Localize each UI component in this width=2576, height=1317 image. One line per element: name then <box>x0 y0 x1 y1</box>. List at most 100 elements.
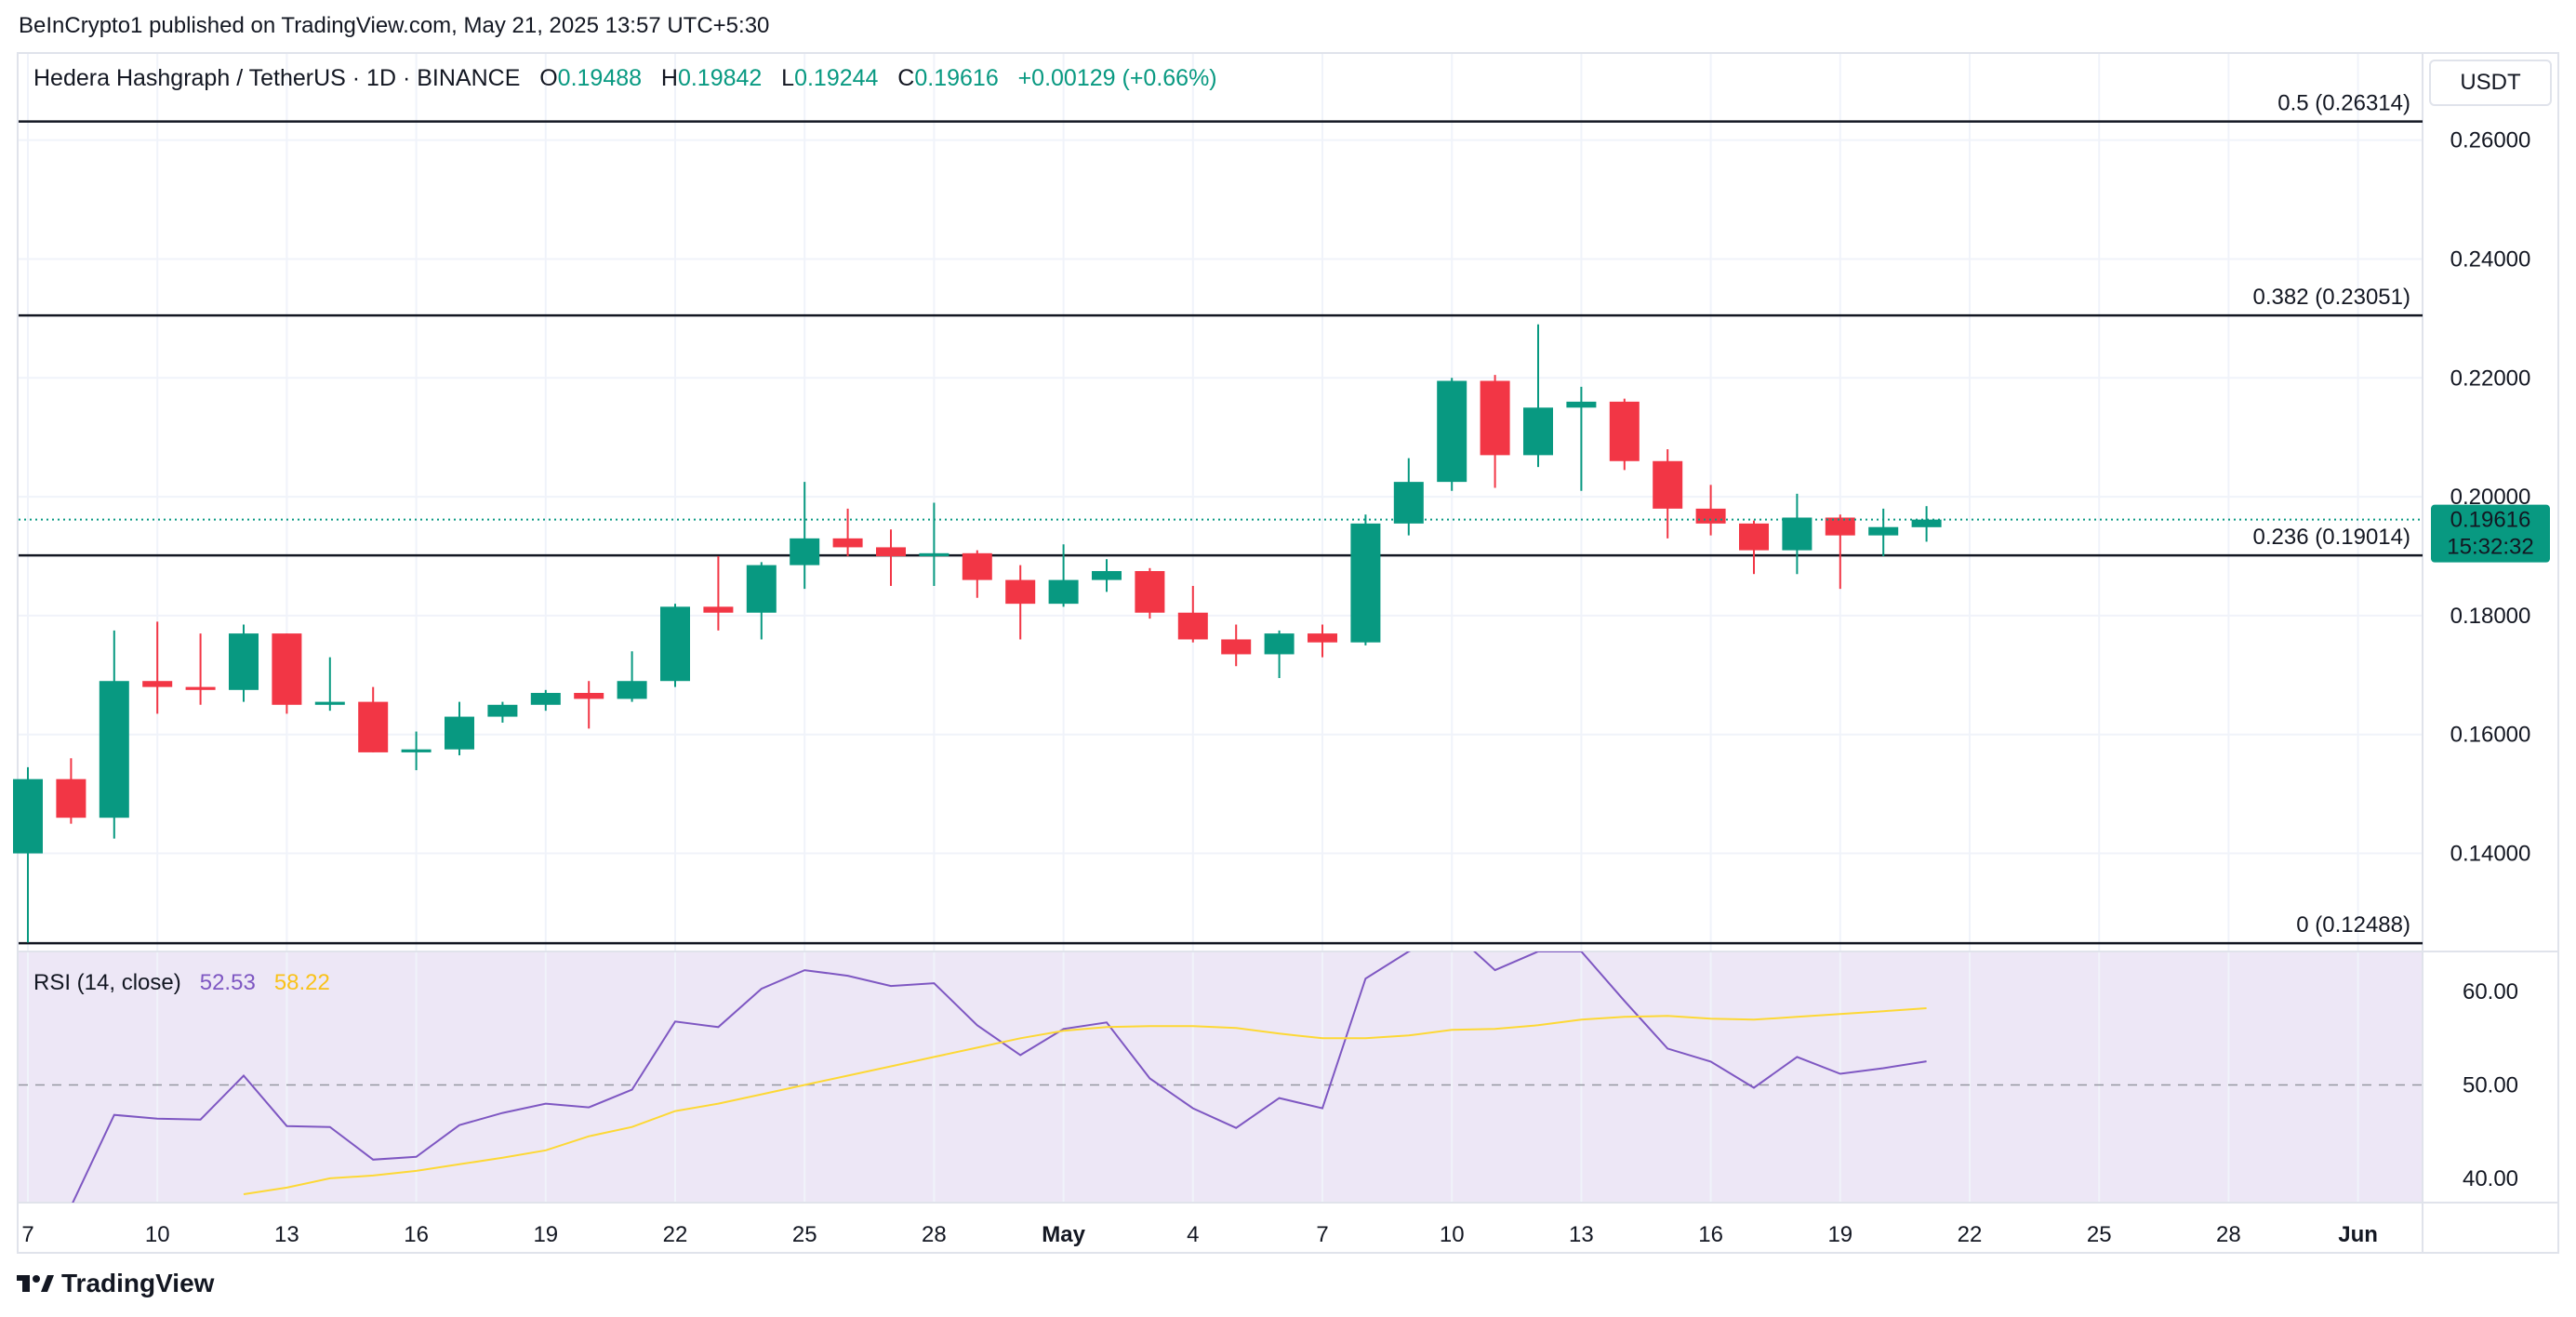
rsi-axis: 60.00 50.00 40.00 <box>2463 979 2518 1191</box>
time-tick-label: 28 <box>922 1222 947 1247</box>
candle-body <box>919 552 949 557</box>
rsi-ma-line <box>243 1007 1927 1195</box>
close-label: C <box>897 65 915 91</box>
price-tick-label: 0.26000 <box>2450 128 2531 153</box>
time-tick-label: 25 <box>792 1222 817 1247</box>
fib-level-label: 0.236 (0.19014) <box>2253 525 2410 550</box>
fib-level-label: 0.382 (0.23051) <box>2253 285 2410 310</box>
time-tick-label: Jun <box>2338 1222 2378 1247</box>
candle-body <box>487 704 518 717</box>
price-tick-label: 0.16000 <box>2450 723 2531 748</box>
time-axis: 7 10 13 16 19 22 25 28 May 4 7 10 13 16 19 22 25 28 Jun <box>21 1222 2378 1247</box>
candle-body <box>703 606 734 613</box>
candle-body <box>1653 460 1683 509</box>
time-tick-label: May <box>1042 1222 1085 1247</box>
fib-level-label: 0 (0.12488) <box>2296 912 2410 938</box>
candle-body <box>401 749 432 752</box>
candle-body <box>790 538 820 565</box>
price-badge-value: 0.19616 <box>2450 508 2531 533</box>
time-tick-label: 25 <box>2087 1222 2112 1247</box>
candle-body <box>574 693 604 699</box>
open-label: O <box>539 65 558 91</box>
brand-name: TradingView <box>61 1269 215 1297</box>
candle-body <box>358 701 389 752</box>
rsi-pane <box>19 951 2423 1203</box>
candle-body <box>1480 380 1510 456</box>
price-tick-label: 0.22000 <box>2450 366 2531 391</box>
candle-body <box>1005 579 1036 605</box>
low-value: 0.19244 <box>794 65 879 91</box>
rsi-legend: RSI (14, close) 52.53 58.22 <box>33 970 330 996</box>
candle-body <box>99 681 129 818</box>
candle-body <box>1264 633 1295 655</box>
symbol-title[interactable]: Hedera Hashgraph / TetherUS · 1D · BINAN… <box>33 65 521 91</box>
candle-body <box>746 565 777 613</box>
grid-lines <box>19 54 2423 1203</box>
time-tick-label: 16 <box>404 1222 429 1247</box>
candle-body <box>530 693 561 705</box>
price-badge-box <box>2431 504 2550 563</box>
candle-body <box>1566 401 1597 408</box>
rsi-ma-value: 58.22 <box>273 970 330 995</box>
price-tick-label: 0.14000 <box>2450 842 2531 867</box>
currency-button[interactable]: USDT <box>2429 60 2552 106</box>
close-value: 0.19616 <box>914 65 999 91</box>
candle-body <box>272 633 302 705</box>
open-value: 0.19488 <box>557 65 643 91</box>
candle-body <box>1308 633 1337 643</box>
candle-body <box>876 547 906 557</box>
candle-body <box>13 778 43 854</box>
time-tick-label: 7 <box>21 1222 33 1247</box>
candle-body <box>1048 579 1079 605</box>
rsi-band <box>19 951 2423 1203</box>
fib-level-label: 0.5 (0.26314) <box>2277 91 2410 116</box>
time-tick-label: 16 <box>1698 1222 1723 1247</box>
time-tick-label: 28 <box>2216 1222 2241 1247</box>
tradingview-logo[interactable]: TradingView <box>17 1269 214 1298</box>
time-tick-label: 7 <box>1316 1222 1328 1247</box>
candle-body <box>1523 407 1553 456</box>
candle-body <box>229 633 259 690</box>
candle-body <box>1911 519 1942 527</box>
candle-body <box>1437 380 1467 483</box>
rsi-line <box>72 951 1927 1203</box>
rsi-title[interactable]: RSI (14, close) <box>33 970 181 995</box>
time-tick-label: 10 <box>145 1222 170 1247</box>
time-tick-label: 13 <box>274 1222 299 1247</box>
candle-body <box>1393 482 1424 524</box>
time-tick-label: 22 <box>1958 1222 1983 1247</box>
time-tick-label: 22 <box>663 1222 688 1247</box>
candle-body <box>445 716 474 750</box>
candle-body <box>660 606 690 682</box>
rsi-tick-label: 50.00 <box>2463 1073 2518 1098</box>
tradingview-icon <box>17 1275 54 1292</box>
candle-body <box>314 701 345 705</box>
candle-body <box>142 681 173 687</box>
fib-levels: 0.5 (0.26314) 0.382 (0.23051) 0.236 (0.190… <box>19 91 2423 945</box>
time-tick-label: 19 <box>533 1222 558 1247</box>
rsi-value: 52.53 <box>199 970 256 995</box>
price-tick-label: 0.24000 <box>2450 246 2531 272</box>
time-tick-label: 10 <box>1440 1222 1465 1247</box>
time-tick-label: 19 <box>1827 1222 1852 1247</box>
candlestick-series <box>13 324 1942 943</box>
candle-body <box>185 686 216 690</box>
high-label: H <box>660 65 678 91</box>
chart-frame <box>17 52 2559 1254</box>
price-badge-countdown: 15:32:32 <box>2447 535 2533 560</box>
candle-body <box>1825 517 1855 536</box>
publisher-caption: BeInCrypto1 published on TradingView.com… <box>19 13 770 38</box>
candle-body <box>832 538 863 548</box>
high-value: 0.19842 <box>677 65 763 91</box>
candle-body <box>1739 523 1769 551</box>
candle-body <box>1350 523 1381 643</box>
candle-body <box>1695 508 1726 524</box>
candle-body <box>617 681 647 699</box>
low-label: L <box>781 65 795 91</box>
candle-body <box>1135 570 1165 613</box>
candle-body <box>1177 612 1208 640</box>
rsi-tick-label: 40.00 <box>2463 1166 2518 1191</box>
candle-body <box>962 552 992 580</box>
candle-body <box>1609 401 1640 461</box>
